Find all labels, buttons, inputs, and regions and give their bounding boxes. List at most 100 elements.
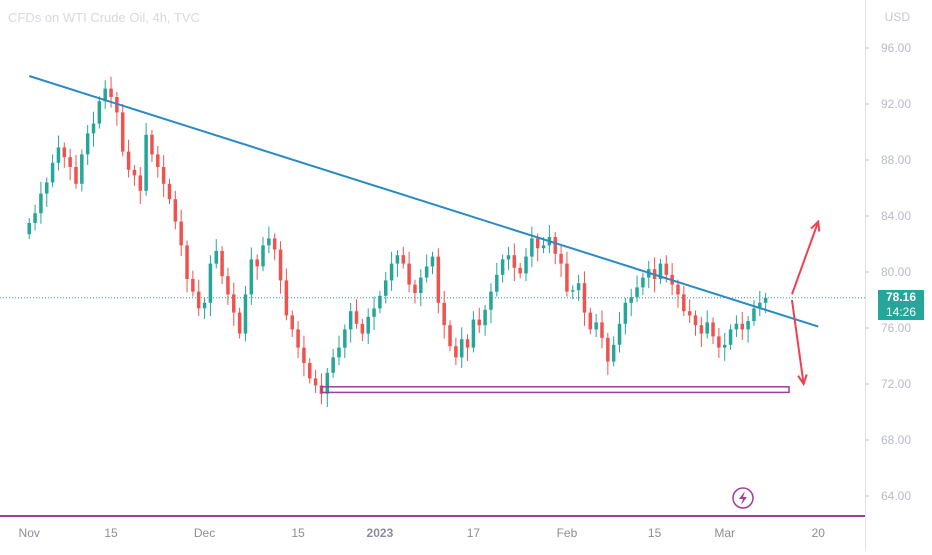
candle bbox=[302, 335, 306, 377]
candle bbox=[682, 286, 686, 317]
candle-body bbox=[401, 255, 406, 264]
y-tick-label: 72.00 bbox=[881, 377, 911, 391]
candle bbox=[191, 270, 195, 297]
candle bbox=[33, 204, 37, 231]
candle-body bbox=[740, 323, 745, 330]
candle bbox=[424, 254, 429, 283]
candle bbox=[419, 269, 423, 307]
candle-body bbox=[459, 339, 464, 358]
candle-body bbox=[167, 183, 172, 200]
candle-body bbox=[611, 344, 616, 362]
candle-body bbox=[249, 259, 254, 295]
candle bbox=[290, 310, 294, 338]
candle bbox=[237, 307, 242, 339]
candle-body bbox=[45, 182, 49, 194]
bar-countdown: 14:26 bbox=[885, 304, 917, 319]
x-tick-label: Feb bbox=[557, 526, 578, 540]
candle bbox=[167, 178, 172, 205]
candle-body bbox=[103, 88, 107, 102]
candle-body bbox=[308, 363, 312, 379]
candle bbox=[658, 258, 663, 284]
candle-body bbox=[606, 337, 610, 362]
candle bbox=[547, 225, 552, 254]
candle-body bbox=[699, 325, 704, 334]
candle bbox=[635, 275, 639, 303]
candle bbox=[208, 255, 213, 317]
candle bbox=[495, 262, 499, 297]
arrow-head bbox=[797, 374, 808, 387]
candle bbox=[132, 164, 137, 186]
candle bbox=[518, 262, 522, 279]
candle bbox=[337, 335, 341, 366]
candle bbox=[331, 349, 335, 378]
candle-body bbox=[705, 322, 709, 334]
candle-body bbox=[56, 147, 61, 163]
candle bbox=[144, 122, 148, 196]
candle-body bbox=[594, 322, 598, 330]
candle-body bbox=[454, 346, 458, 358]
candle-body bbox=[465, 339, 470, 348]
y-tick-label: 64.00 bbox=[881, 489, 911, 503]
candle bbox=[161, 155, 166, 198]
candle-body bbox=[664, 263, 669, 275]
candle bbox=[255, 254, 259, 280]
candle bbox=[722, 332, 727, 361]
candle bbox=[430, 251, 435, 275]
candle-body bbox=[424, 266, 429, 278]
candle bbox=[103, 80, 107, 109]
candle-body bbox=[378, 295, 382, 309]
candle bbox=[471, 311, 476, 353]
candle bbox=[606, 332, 610, 375]
candle bbox=[617, 311, 622, 353]
candle-body bbox=[91, 123, 96, 134]
candle bbox=[699, 316, 704, 347]
candle bbox=[156, 146, 160, 178]
candle-body bbox=[623, 302, 628, 324]
candle-body bbox=[582, 283, 587, 313]
candle-body bbox=[138, 175, 143, 191]
candle-body bbox=[407, 263, 411, 285]
candle-body bbox=[641, 277, 645, 288]
candle bbox=[313, 370, 318, 394]
candle-body bbox=[722, 344, 727, 348]
candle-body bbox=[161, 167, 166, 184]
candle bbox=[372, 296, 376, 331]
candle-body bbox=[576, 283, 581, 291]
candle bbox=[571, 285, 575, 300]
candle-body bbox=[530, 238, 534, 257]
last-price-badge: 78.16 14:26 bbox=[878, 289, 924, 320]
candle-body bbox=[711, 322, 715, 337]
arrow-down bbox=[790, 299, 808, 387]
arrow-shaft bbox=[790, 299, 805, 385]
y-tick-label: 68.00 bbox=[881, 433, 911, 447]
candle-body bbox=[39, 193, 43, 214]
candle bbox=[97, 96, 102, 129]
candle bbox=[594, 314, 598, 338]
candle bbox=[758, 290, 762, 317]
lightning-icon bbox=[732, 487, 754, 509]
candle-body bbox=[272, 238, 277, 250]
candle bbox=[272, 233, 277, 261]
candle-body bbox=[565, 263, 569, 292]
candle-body bbox=[284, 280, 289, 316]
candle bbox=[500, 254, 505, 283]
candle bbox=[705, 310, 709, 339]
candle-body bbox=[506, 255, 511, 260]
candle bbox=[249, 247, 254, 305]
candle bbox=[629, 288, 633, 317]
candle bbox=[296, 321, 300, 359]
candle-body bbox=[524, 256, 528, 274]
candle bbox=[150, 129, 154, 163]
candle-body bbox=[255, 259, 259, 267]
candle bbox=[454, 337, 458, 366]
candle bbox=[62, 142, 67, 168]
candle bbox=[693, 310, 698, 336]
candle bbox=[80, 149, 84, 192]
candle bbox=[717, 328, 721, 359]
candle-body bbox=[97, 101, 102, 124]
candle bbox=[39, 181, 43, 224]
candle bbox=[378, 290, 382, 314]
candle bbox=[348, 302, 353, 343]
